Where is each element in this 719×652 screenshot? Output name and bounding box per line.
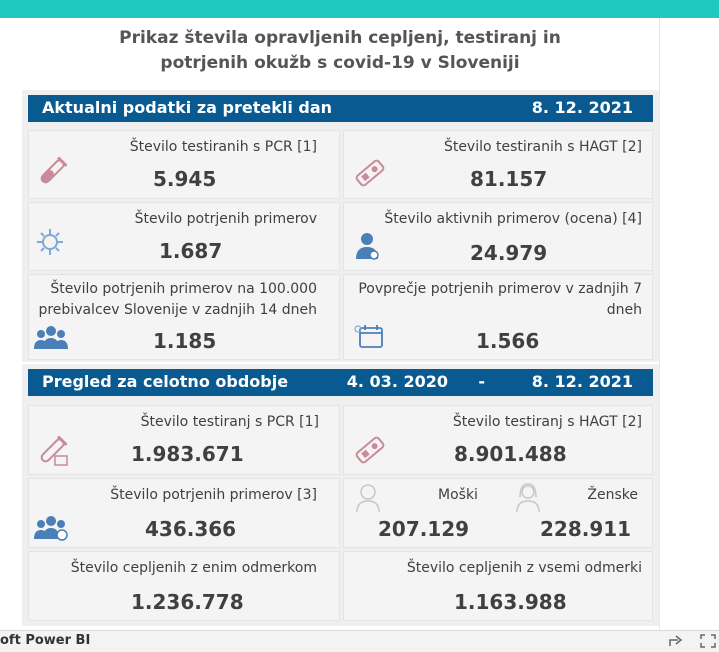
powerbi-footer-bar: oft Power BI xyxy=(0,630,719,652)
overall-header-date-from: 4. 03. 2020 xyxy=(346,372,448,391)
tile-value: 1.687 xyxy=(159,239,223,263)
group-icon xyxy=(34,326,68,349)
tile-label: Število potrjenih primerov [3] xyxy=(110,487,317,503)
daily-header-label: Aktualni podatki za pretekli dan xyxy=(42,98,333,117)
tile-label: Število aktivnih primerov (ocena) [4] xyxy=(384,211,642,227)
tile-label: Število testiranj s PCR [1] xyxy=(140,414,319,430)
tile-label: Število testiranih s HAGT [2] xyxy=(443,139,642,155)
overall-header-label: Pregled za celotno obdobje xyxy=(42,372,289,391)
tile-value: 5.945 xyxy=(153,167,217,191)
tile-label: Število testiranj s HAGT [2] xyxy=(452,414,642,430)
tile-label: Število potrjenih primerov xyxy=(134,211,317,227)
title-line-2: potrjenih okužb s covid-19 v Sloveniji xyxy=(160,53,520,73)
tile-value: 81.157 xyxy=(470,167,548,191)
test-tube-icon xyxy=(40,156,68,184)
person-icon xyxy=(356,233,379,260)
tile-value: 1.185 xyxy=(153,329,217,353)
tile-value: 1.163.988 xyxy=(454,590,567,614)
overall-panel-header: Pregled za celotno obdobje 4. 03. 2020 -… xyxy=(28,369,653,396)
tile-label: Število cepljenih z enim odmerkom xyxy=(70,560,317,576)
tile-label-line-2: dneh xyxy=(606,302,642,318)
tile-label: Povprečje potrjenih primerov v zadnjih 7… xyxy=(358,279,642,321)
male-icon xyxy=(356,484,380,513)
tile-overall-pcr[interactable]: Število testiranj s PCR [1] 1.983.671 xyxy=(28,405,340,475)
male-value: 207.129 xyxy=(378,517,470,541)
tile-value: 1.566 xyxy=(476,329,540,353)
overall-header-dash: - xyxy=(478,372,485,391)
female-label: Ženske xyxy=(587,487,638,503)
tile-overall-confirmed[interactable]: Število potrjenih primerov [3] 436.366 xyxy=(28,478,340,548)
tile-vacc-all-doses[interactable]: Število cepljenih z vsemi odmerki 1.163.… xyxy=(343,551,653,621)
tile-label: Število testiranih s PCR [1] xyxy=(129,139,317,155)
tile-label-line-1: Število potrjenih primerov na 100.000 xyxy=(50,281,317,297)
daily-panel-header: Aktualni podatki za pretekli dan 8. 12. … xyxy=(28,95,653,122)
daily-header-date: 8. 12. 2021 xyxy=(531,98,633,117)
tile-label: Število cepljenih z vsemi odmerki xyxy=(406,560,642,576)
share-icon[interactable] xyxy=(668,634,684,648)
tile-value: 24.979 xyxy=(470,241,548,265)
calendar-icon xyxy=(354,325,383,348)
tile-value: 436.366 xyxy=(145,517,237,541)
tile-daily-pcr[interactable]: Število testiranih s PCR [1] 5.945 xyxy=(28,130,340,199)
tile-daily-per100k[interactable]: Število potrjenih primerov na 100.000 pr… xyxy=(28,274,340,360)
app-name[interactable]: oft Power BI xyxy=(0,633,91,648)
female-icon xyxy=(516,483,540,513)
tile-label: Število potrjenih primerov na 100.000 pr… xyxy=(38,279,317,321)
tile-vacc-one-dose[interactable]: Število cepljenih z enim odmerkom 1.236.… xyxy=(28,551,340,621)
title-line-1: Prikaz števila opravljenih cepljenj, tes… xyxy=(119,28,561,48)
virus-icon xyxy=(37,229,63,255)
group-icon xyxy=(34,516,68,541)
female-value: 228.911 xyxy=(540,517,632,541)
top-accent-bar xyxy=(0,0,719,18)
test-tube-icon xyxy=(40,435,68,466)
tile-label-line-1: Povprečje potrjenih primerov v zadnjih 7 xyxy=(358,281,642,297)
tile-value: 1.983.671 xyxy=(131,442,244,466)
rapid-test-icon xyxy=(355,436,385,464)
overall-header-date-to: 8. 12. 2021 xyxy=(531,372,633,391)
fullscreen-icon[interactable] xyxy=(700,634,716,648)
rapid-test-icon xyxy=(355,159,385,187)
tile-daily-avg7[interactable]: Povprečje potrjenih primerov v zadnjih 7… xyxy=(343,274,653,360)
tile-daily-active[interactable]: Število aktivnih primerov (ocena) [4] 24… xyxy=(343,202,653,271)
tile-label-line-2: prebivalcev Slovenije v zadnjih 14 dneh xyxy=(38,302,317,318)
right-canvas-edge xyxy=(659,18,719,630)
daily-panel: Aktualni podatki za pretekli dan 8. 12. … xyxy=(22,90,659,362)
tile-value: 8.901.488 xyxy=(454,442,567,466)
tile-daily-hagt[interactable]: Število testiranih s HAGT [2] 81.157 xyxy=(343,130,653,199)
overall-panel: Pregled za celotno obdobje 4. 03. 2020 -… xyxy=(22,364,659,626)
page-title: Prikaz števila opravljenih cepljenj, tes… xyxy=(0,26,680,76)
male-label: Moški xyxy=(438,487,478,503)
tile-overall-gender[interactable]: Moški 207.129 Ženske 228.911 xyxy=(343,478,653,548)
tile-overall-hagt[interactable]: Število testiranj s HAGT [2] 8.901.488 xyxy=(343,405,653,475)
report-canvas: Prikaz števila opravljenih cepljenj, tes… xyxy=(0,18,659,630)
tile-value: 1.236.778 xyxy=(131,590,244,614)
tile-daily-confirmed[interactable]: Število potrjenih primerov 1.687 xyxy=(28,202,340,271)
